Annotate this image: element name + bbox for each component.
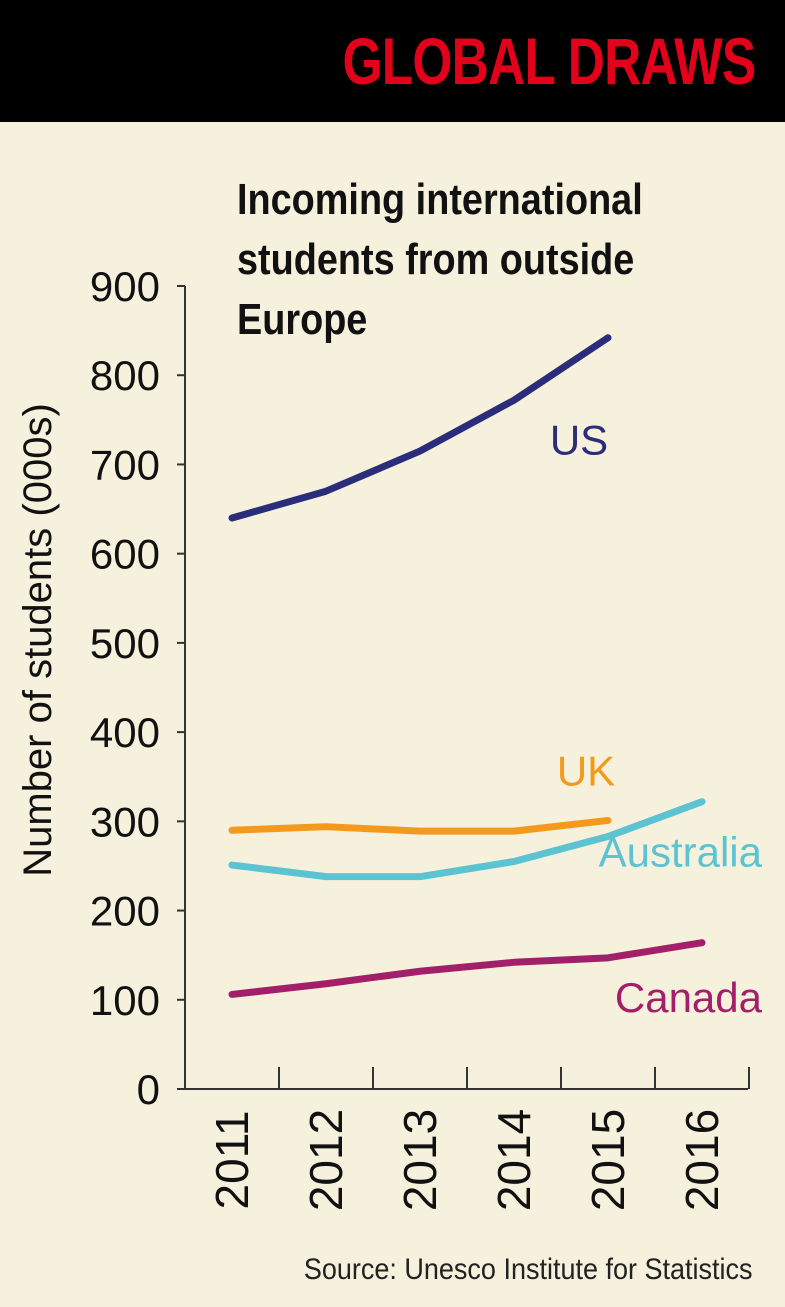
x-tick-label: 2014 — [488, 1109, 540, 1211]
y-tick-label: 600 — [90, 531, 160, 578]
series-line-us — [228, 334, 612, 522]
x-tick-label: 2015 — [582, 1109, 634, 1211]
y-tick-label: 800 — [90, 352, 160, 399]
axes: 0 100 200 300 400 500 600 700 800 900 2011 2012 2013… — [16, 263, 750, 1211]
series-label-us: US — [550, 416, 608, 463]
y-tick-label: 100 — [90, 977, 160, 1024]
source-note: Source: Unesco Institute for Statistics — [304, 1253, 753, 1286]
y-tick-label: 200 — [90, 888, 160, 935]
series-line-canada — [228, 939, 706, 998]
y-tick-label: 900 — [90, 263, 160, 310]
y-tick-label: 300 — [90, 798, 160, 845]
header-bar: GLOBAL DRAWS — [0, 0, 785, 122]
y-tick-label: 0 — [137, 1066, 160, 1113]
x-tick-label: 2016 — [676, 1109, 728, 1211]
series-label-canada: Canada — [615, 974, 763, 1021]
x-tick-label: 2011 — [206, 1111, 258, 1210]
series-labels: US UK Australia Canada — [550, 416, 763, 1021]
header-title: GLOBAL DRAWS — [342, 24, 756, 98]
y-tick-label: 500 — [90, 620, 160, 667]
chart-title: Incoming international students from out… — [237, 175, 643, 344]
y-axis-title: Number of students (000s) — [16, 403, 60, 877]
x-tick-label: 2012 — [300, 1109, 352, 1211]
series-line-uk — [228, 816, 612, 835]
y-tick-label: 700 — [90, 441, 160, 488]
series-label-uk: UK — [557, 747, 615, 794]
series-label-australia: Australia — [599, 829, 763, 876]
series-line-australia — [228, 798, 706, 881]
y-tick-label: 400 — [90, 709, 160, 756]
x-tick-label: 2013 — [394, 1109, 446, 1211]
series-lines — [228, 334, 706, 998]
